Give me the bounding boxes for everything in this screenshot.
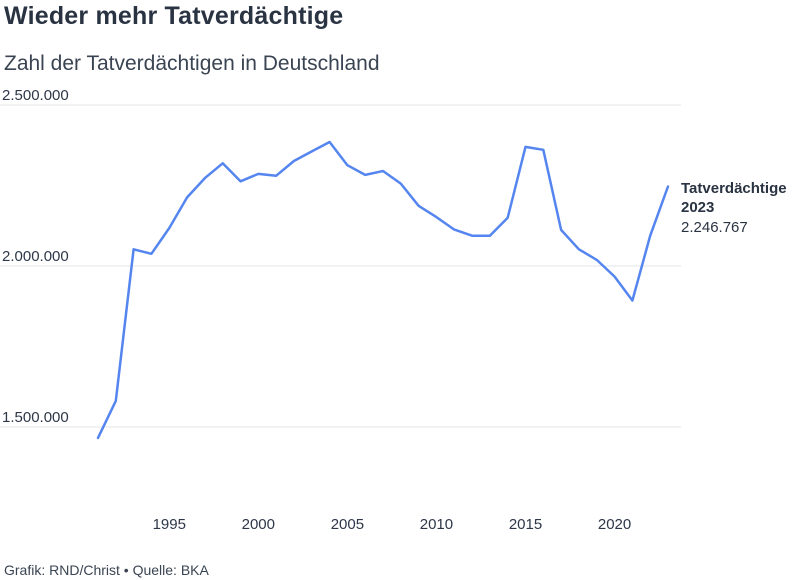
y-tick-label: 1.500.000	[2, 409, 69, 426]
chart-title: Wieder mehr Tatverdächtige	[4, 2, 344, 30]
gridlines	[0, 104, 681, 428]
end-annotation: Tatverdächtige 2023 2.246.767	[681, 180, 787, 236]
annotation-series-name: Tatverdächtige	[681, 180, 787, 197]
x-tick-label: 2000	[242, 516, 275, 533]
x-tick-label: 2010	[420, 516, 453, 533]
chart-subtitle: Zahl der Tatverdächtigen in Deutschland	[4, 52, 380, 75]
annotation-year: 2023	[681, 199, 714, 216]
x-axis-tick-labels: 1995 2000 2005 2010 2015 2020	[153, 516, 632, 533]
annotation-value: 2.246.767	[681, 219, 748, 236]
series-line-0	[96, 140, 670, 440]
x-tick-label: 2015	[509, 516, 542, 533]
source-credit: Grafik: RND/Christ • Quelle: BKA	[4, 562, 209, 578]
series-layer	[96, 140, 670, 440]
y-tick-label: 2.000.000	[2, 248, 69, 265]
x-tick-label: 1995	[153, 516, 186, 533]
x-tick-label: 2020	[598, 516, 631, 533]
y-tick-label: 2.500.000	[2, 87, 69, 104]
y-axis-tick-labels: 1.500.000 2.000.000 2.500.000	[2, 87, 69, 426]
x-tick-label: 2005	[331, 516, 364, 533]
